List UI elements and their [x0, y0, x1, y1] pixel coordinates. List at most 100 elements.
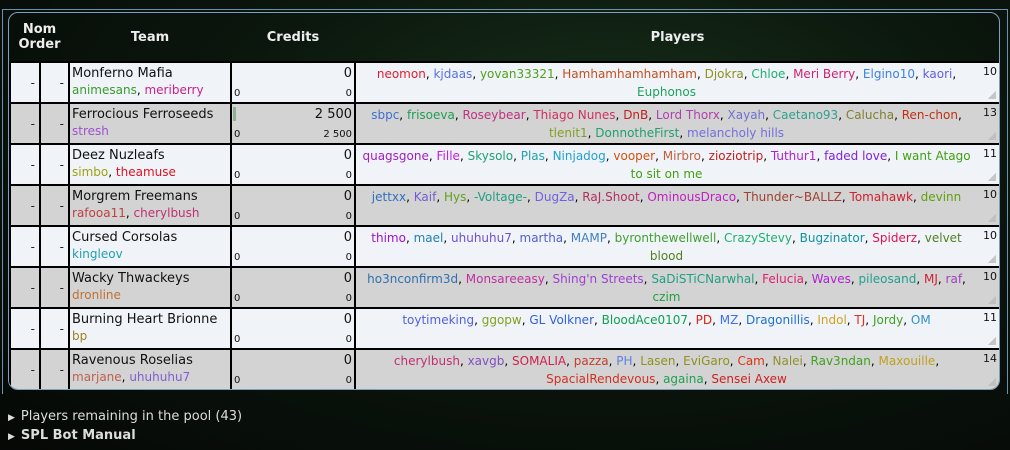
pool-toggle[interactable]: ▶ Players remaining in the pool (43)	[8, 408, 242, 427]
player-link[interactable]: MZ	[719, 313, 739, 327]
player-link[interactable]: Djokra	[704, 67, 744, 81]
player-link[interactable]: czim	[652, 290, 681, 304]
player-link[interactable]: SpacialRendevous	[546, 372, 656, 386]
player-link[interactable]: frisoeva	[406, 108, 455, 122]
player-link[interactable]: pileosand	[858, 272, 917, 286]
player-link[interactable]: Plas	[520, 149, 545, 163]
player-link[interactable]: CrazyStevy	[724, 231, 792, 245]
player-link[interactable]: againa	[663, 372, 704, 386]
player-link[interactable]: Meri Berry	[793, 67, 856, 81]
player-link[interactable]: Ren-chon	[901, 108, 958, 122]
player-link[interactable]: SOMALIA	[512, 354, 567, 368]
manual-toggle[interactable]: ▶ SPL Bot Manual	[8, 427, 242, 446]
player-link[interactable]: Shing'n Streets	[552, 272, 644, 286]
player-link[interactable]: Roseybear	[462, 108, 526, 122]
player-link[interactable]: Monsareeasy	[465, 272, 545, 286]
player-link[interactable]: mael	[413, 231, 444, 245]
resize-grip-icon[interactable]	[987, 295, 997, 304]
player-link[interactable]: Tuthur1	[770, 149, 817, 163]
resize-grip-icon[interactable]	[987, 131, 997, 140]
player-link[interactable]: ggopw	[481, 313, 522, 327]
resize-grip-icon[interactable]	[987, 213, 997, 222]
player-link[interactable]: Bugzinator	[799, 231, 865, 245]
player-link[interactable]: Nalei	[772, 354, 803, 368]
player-link[interactable]: Calucha	[845, 108, 895, 122]
player-link[interactable]: EviGaro	[683, 354, 730, 368]
player-link[interactable]: Rav3ndan	[810, 354, 871, 368]
resize-grip-icon[interactable]	[987, 254, 997, 263]
player-link[interactable]: kjdaas	[433, 67, 473, 81]
player-link[interactable]: Xayah	[727, 108, 766, 122]
player-link[interactable]: raf	[945, 272, 963, 286]
player-link[interactable]: kaori	[922, 67, 953, 81]
player-link[interactable]: Elgino10	[862, 67, 916, 81]
player-link[interactable]: Chloe	[751, 67, 786, 81]
player-link[interactable]: PH	[616, 354, 633, 368]
player-link[interactable]: cherylbush	[393, 354, 460, 368]
coach-link[interactable]: dronline	[72, 288, 121, 302]
coach-link[interactable]: rafooa11	[72, 206, 126, 220]
coach-link[interactable]: bp	[72, 329, 88, 343]
player-link[interactable]: Ninjadog	[552, 149, 606, 163]
player-link[interactable]: DnB	[623, 108, 649, 122]
player-link[interactable]: jettxx	[371, 190, 407, 204]
player-link[interactable]: TJ	[854, 313, 866, 327]
player-link[interactable]: Hys	[443, 190, 467, 204]
player-link[interactable]: thimo	[371, 231, 406, 245]
player-link[interactable]: byronthewellwell	[614, 231, 717, 245]
player-link[interactable]: DonnotheFirst	[595, 126, 680, 140]
player-link[interactable]: Indol	[817, 313, 847, 327]
player-link[interactable]: -Voltage-	[474, 190, 527, 204]
resize-grip-icon[interactable]	[987, 90, 997, 99]
player-link[interactable]: Waves	[811, 272, 851, 286]
player-link[interactable]: Tomahawk	[849, 190, 913, 204]
player-link[interactable]: GL Volkner	[529, 313, 594, 327]
player-link[interactable]: Jordy	[872, 313, 904, 327]
player-link[interactable]: BloodAce0107	[601, 313, 689, 327]
player-link[interactable]: Skysolo	[467, 149, 514, 163]
player-link[interactable]: SaDiSTiCNarwhal	[651, 272, 755, 286]
player-link[interactable]: yovan33321	[479, 67, 555, 81]
player-link[interactable]: Thiago Nunes	[533, 108, 616, 122]
player-link[interactable]: MJ	[923, 272, 938, 286]
coach-link[interactable]: meriberry	[144, 83, 204, 97]
player-link[interactable]: DugZa	[534, 190, 575, 204]
player-link[interactable]: melancholy hills	[687, 126, 785, 140]
player-link[interactable]: Thunder~BALLZ	[743, 190, 842, 204]
player-link[interactable]: Caetano93	[772, 108, 839, 122]
resize-grip-icon[interactable]	[987, 172, 997, 181]
player-link[interactable]: Lasen	[640, 354, 676, 368]
player-link[interactable]: faded love	[824, 149, 888, 163]
player-link[interactable]: pazza	[573, 354, 609, 368]
player-link[interactable]: Cam	[737, 354, 765, 368]
player-link[interactable]: Spiderz	[872, 231, 918, 245]
player-link[interactable]: I want Atago to sit on me	[630, 149, 971, 181]
player-link[interactable]: OminousDraco	[647, 190, 737, 204]
resize-grip-icon[interactable]	[987, 377, 997, 386]
coach-link[interactable]: marjane	[72, 370, 122, 384]
player-link[interactable]: martha	[519, 231, 564, 245]
player-link[interactable]: OM	[910, 313, 931, 327]
player-link[interactable]: xavgb	[467, 354, 505, 368]
player-link[interactable]: Fille	[436, 149, 460, 163]
player-link[interactable]: Dragonillis	[746, 313, 810, 327]
player-link[interactable]: toytimeking	[402, 313, 475, 327]
player-link[interactable]: Lord Thorx	[655, 108, 720, 122]
coach-link[interactable]: uhuhuhu7	[129, 370, 191, 384]
player-link[interactable]: MAMP	[570, 231, 607, 245]
player-link[interactable]: Felucia	[762, 272, 805, 286]
resize-grip-icon[interactable]	[987, 336, 997, 345]
player-link[interactable]: Euphonos	[637, 85, 696, 99]
coach-link[interactable]: simbo	[72, 165, 109, 179]
coach-link[interactable]: kingleov	[72, 247, 123, 261]
player-link[interactable]: Sensei Axew	[711, 372, 787, 386]
player-link[interactable]: tlenit1	[548, 126, 588, 140]
player-link[interactable]: PD	[695, 313, 713, 327]
player-link[interactable]: Mirbro	[662, 149, 701, 163]
coach-link[interactable]: theamuse	[115, 165, 176, 179]
player-link[interactable]: Maxouille	[878, 354, 936, 368]
player-link[interactable]: devinn	[920, 190, 962, 204]
player-link[interactable]: zioziotrip	[708, 149, 764, 163]
player-link[interactable]: RaJ.Shoot	[582, 190, 640, 204]
coach-link[interactable]: stresh	[72, 124, 109, 138]
